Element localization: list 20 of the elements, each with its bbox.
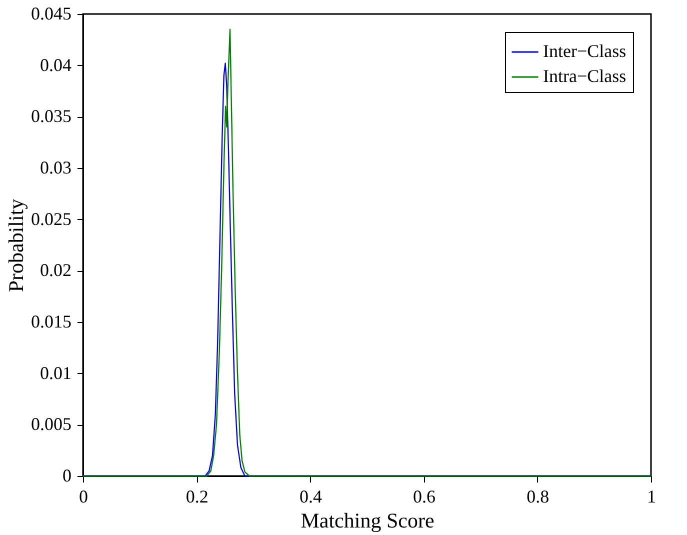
x-tick-label: 0.4	[299, 486, 322, 506]
y-axis-title: Probability	[4, 198, 28, 292]
y-tick-label: 0.005	[31, 414, 72, 434]
legend-label: Inter−Class	[543, 41, 626, 61]
y-tick-label: 0	[62, 466, 72, 486]
x-tick-label: 0	[79, 486, 88, 506]
y-tick-label: 0.035	[31, 106, 72, 126]
y-tick-label: 0.02	[40, 260, 72, 280]
x-tick-label: 0.8	[526, 486, 550, 506]
x-tick-label: 0.2	[186, 486, 208, 506]
y-tick-label: 0.01	[40, 362, 72, 383]
y-tick-label: 0.015	[31, 312, 72, 332]
y-tick-label: 0.025	[31, 208, 72, 229]
y-tick-label: 0.045	[31, 4, 72, 24]
y-tick-label: 0.04	[40, 54, 72, 75]
x-tick-label: 1	[647, 486, 656, 506]
x-axis-title: Matching Score	[300, 508, 434, 532]
y-tick-label: 0.03	[40, 158, 72, 178]
x-tick-label: 0.6	[413, 486, 436, 506]
legend-label: Intra−Class	[543, 66, 626, 86]
